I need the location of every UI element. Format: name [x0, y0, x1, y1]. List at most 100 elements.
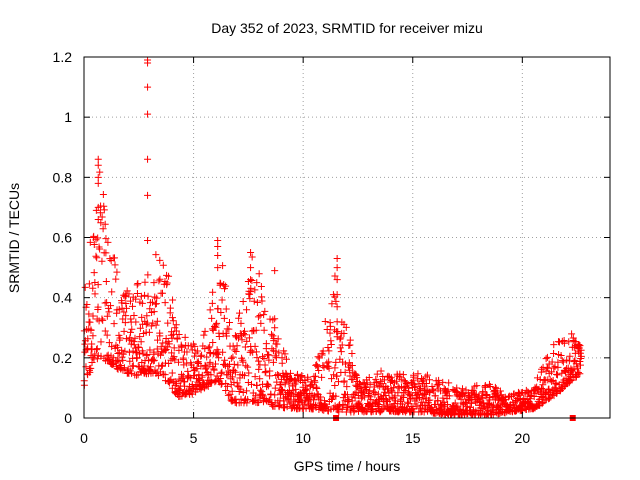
data-point [239, 389, 247, 397]
data-point [99, 191, 107, 199]
data-point [258, 297, 266, 305]
data-point [253, 279, 261, 287]
data-point [311, 377, 319, 385]
data-point [91, 290, 99, 298]
data-point [572, 360, 580, 368]
data-point [130, 341, 138, 349]
data-point [243, 387, 251, 395]
data-point [399, 371, 407, 379]
data-point [552, 370, 560, 378]
data-point [256, 375, 264, 383]
data-point [431, 392, 439, 400]
data-point [96, 168, 104, 176]
data-point [89, 312, 97, 320]
data-point [333, 255, 341, 263]
data-point [226, 318, 233, 326]
data-point [229, 373, 237, 381]
data-point [164, 319, 172, 327]
y-axis-label: SRMTID / TECUs [6, 183, 22, 293]
data-point [439, 378, 447, 386]
data-point [83, 301, 91, 309]
data-point [247, 347, 255, 355]
data-point [435, 380, 443, 388]
data-point [235, 314, 243, 322]
data-point [570, 343, 578, 351]
data-point [464, 395, 472, 403]
data-point [165, 272, 173, 280]
data-point [222, 380, 230, 388]
data-point [159, 261, 167, 269]
data-point [496, 387, 504, 395]
data-point [152, 321, 160, 329]
data-point [203, 353, 211, 361]
data-point [343, 383, 351, 391]
data-point [93, 254, 101, 262]
data-point [298, 372, 306, 380]
data-point [273, 340, 281, 348]
data-point [103, 312, 111, 320]
data-point [260, 326, 268, 334]
data-point [94, 281, 102, 289]
data-point [576, 342, 584, 350]
data-point [565, 357, 573, 365]
data-point [346, 336, 354, 344]
data-point [169, 296, 177, 304]
data-point [294, 370, 302, 378]
data-point [315, 366, 323, 374]
data-point [340, 329, 348, 337]
data-point [191, 352, 199, 360]
data-point [243, 399, 251, 407]
data-point [479, 388, 487, 396]
data-point [301, 386, 309, 394]
data-point [382, 396, 390, 404]
data-point [574, 368, 582, 376]
data-point [101, 299, 109, 307]
data-point [90, 241, 98, 249]
data-point [486, 394, 494, 402]
data-point [275, 403, 283, 411]
data-point [173, 380, 181, 388]
data-point [551, 363, 559, 371]
data-point [409, 405, 417, 413]
data-point [193, 359, 201, 367]
data-point [355, 399, 363, 407]
data-point [143, 351, 151, 359]
data-point [255, 399, 263, 407]
data-point [154, 336, 162, 344]
data-point [215, 354, 223, 362]
data-point [220, 314, 228, 322]
data-point [363, 385, 371, 393]
data-point [214, 237, 222, 245]
data-point [328, 375, 336, 383]
data-point [278, 387, 286, 395]
data-point [147, 322, 155, 330]
data-point [552, 380, 560, 388]
data-point [328, 300, 336, 308]
data-point [353, 374, 361, 382]
data-point [323, 325, 331, 333]
data-point [230, 360, 238, 368]
data-point [280, 397, 288, 405]
data-point [207, 371, 215, 379]
data-point [343, 391, 351, 399]
data-point [94, 155, 102, 163]
data-point [191, 342, 199, 350]
data-point [121, 347, 129, 355]
data-point [278, 354, 286, 362]
data-point [404, 381, 412, 389]
data-point [366, 387, 374, 395]
data-point [120, 327, 128, 335]
data-point [492, 385, 500, 393]
data-point [283, 403, 291, 411]
data-point [550, 364, 558, 372]
data-point [134, 279, 142, 287]
data-point [229, 353, 237, 361]
data-point [377, 367, 385, 375]
data-point [150, 308, 158, 316]
data-point [544, 364, 552, 372]
data-point [214, 252, 222, 260]
data-point [119, 350, 127, 358]
data-point [434, 397, 442, 405]
data-point [99, 225, 107, 233]
data-point [264, 398, 272, 406]
